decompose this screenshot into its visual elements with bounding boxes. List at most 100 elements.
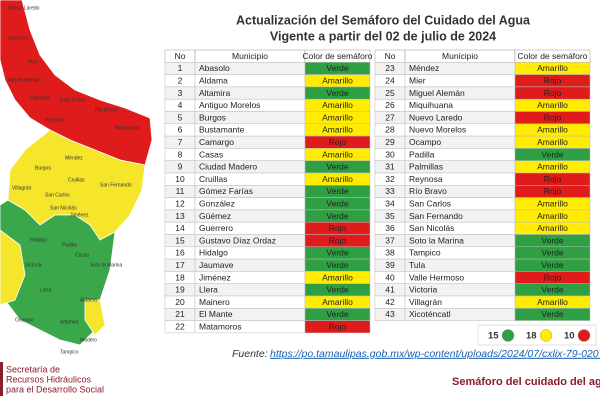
municipality: San Fernando [409, 211, 463, 221]
column-header: Color de semáforo [303, 51, 373, 61]
municipality: Soto la Marina [409, 235, 464, 245]
municipality: Tula [409, 260, 425, 270]
municipality: Padilla [409, 149, 435, 159]
municipality: Llera [199, 285, 218, 295]
municipality: Ocampo [409, 137, 441, 147]
municipality: Antiguo Morelos [199, 100, 260, 110]
status: Verde [541, 309, 563, 319]
municipality: Altamira [199, 88, 230, 98]
row-number: 30 [385, 149, 395, 159]
org-line: Recursos Hidráulicos [6, 374, 92, 384]
municipality: El Mante [199, 309, 233, 319]
status: Rojo [329, 235, 347, 245]
map-label: Miguel Alemán [8, 77, 41, 83]
map-label: Casas [75, 252, 90, 258]
status: Verde [541, 149, 563, 159]
logo-bar [0, 362, 3, 396]
column-header: No [385, 51, 396, 61]
municipality: González [199, 199, 235, 209]
legend-count: 18 [526, 331, 537, 342]
municipality: Mainero [199, 297, 230, 307]
map-label: Aldama [80, 297, 97, 303]
map-label: Camargo [30, 95, 51, 101]
org-line: para el Desarrollo Social [6, 384, 104, 394]
column-header: Municipio [232, 51, 268, 61]
status: Verde [326, 248, 348, 258]
row-number: 37 [385, 235, 395, 245]
map-label: Madero [80, 337, 97, 343]
municipality: Reynosa [409, 174, 443, 184]
row-number: 17 [175, 260, 185, 270]
map-label: Mier [28, 59, 38, 65]
municipality: Miguel Alemán [409, 88, 465, 98]
map-label: Burgos [35, 165, 51, 171]
status: Amarillo [537, 100, 568, 110]
row-number: 25 [385, 88, 395, 98]
municipality: Hidalgo [199, 248, 228, 258]
map-label: Ocampo [15, 317, 34, 323]
status: Rojo [544, 174, 562, 184]
row-number: 19 [175, 285, 185, 295]
row-number: 8 [178, 149, 183, 159]
municipality: Victoria [409, 285, 437, 295]
map-label: Matamoros [115, 125, 141, 131]
row-number: 42 [385, 297, 395, 307]
status: Rojo [329, 137, 347, 147]
municipality: Casas [199, 149, 223, 159]
row-number: 26 [385, 100, 395, 110]
municipality: Jaumave [199, 260, 234, 270]
map-label: Soto la Marina [90, 262, 122, 268]
status: Rojo [329, 322, 347, 332]
map-label: Victoria [25, 262, 42, 268]
row-number: 12 [175, 199, 185, 209]
map-label: Díaz Ordaz [60, 97, 86, 103]
status: Rojo [329, 223, 347, 233]
status: Amarillo [322, 272, 353, 282]
row-number: 31 [385, 162, 395, 172]
title: Actualización del Semáforo del Cuidado d… [236, 13, 531, 27]
row-number: 21 [175, 309, 185, 319]
map-label: Hidalgo [30, 237, 47, 243]
map-label: Altamira [60, 319, 79, 325]
legend-dot [539, 329, 553, 342]
municipality: Guerrero [199, 223, 233, 233]
status: Amarillo [537, 199, 568, 209]
status: Verde [326, 63, 348, 73]
row-number: 16 [175, 248, 185, 258]
municipality: Nuevo Laredo [409, 112, 463, 122]
status: Amarillo [537, 63, 568, 73]
municipality: Matamoros [199, 322, 242, 332]
row-number: 5 [178, 112, 183, 122]
row-number: 33 [385, 186, 395, 196]
row-number: 35 [385, 211, 395, 221]
row-number: 40 [385, 272, 395, 282]
row-number: 20 [175, 297, 185, 307]
source-url[interactable]: https://po.tamaulipas.gob.mx/wp-content/… [270, 348, 600, 360]
row-number: 27 [385, 112, 395, 122]
municipality: Xicoténcatl [409, 309, 451, 319]
row-number: 34 [385, 199, 395, 209]
municipality: Mier [409, 76, 426, 86]
status: Amarillo [322, 174, 353, 184]
row-number: 28 [385, 125, 395, 135]
status: Amarillo [322, 76, 353, 86]
row-number: 3 [178, 88, 183, 98]
map-label: Cruillas [68, 177, 85, 183]
municipality: Nuevo Morelos [409, 125, 466, 135]
status: Amarillo [322, 149, 353, 159]
legend-dot [501, 329, 515, 342]
map-yellow-south [0, 229, 106, 336]
status: Amarillo [537, 223, 568, 233]
municipality: Aldama [199, 76, 228, 86]
map-label: Río Bravo [95, 107, 117, 113]
row-number: 22 [175, 322, 185, 332]
status: Rojo [544, 112, 562, 122]
table: No Municipio Color de semáforo 1 Abasolo Verd… [164, 49, 591, 334]
legend-count: 15 [488, 331, 499, 342]
source-label: Fuente: [232, 348, 268, 360]
map-label: Villagrán [12, 185, 32, 191]
status: Rojo [544, 272, 562, 282]
map-label: Guerrero [8, 35, 28, 41]
map-red-region [0, 0, 153, 166]
map-label: Tampico [60, 349, 79, 355]
